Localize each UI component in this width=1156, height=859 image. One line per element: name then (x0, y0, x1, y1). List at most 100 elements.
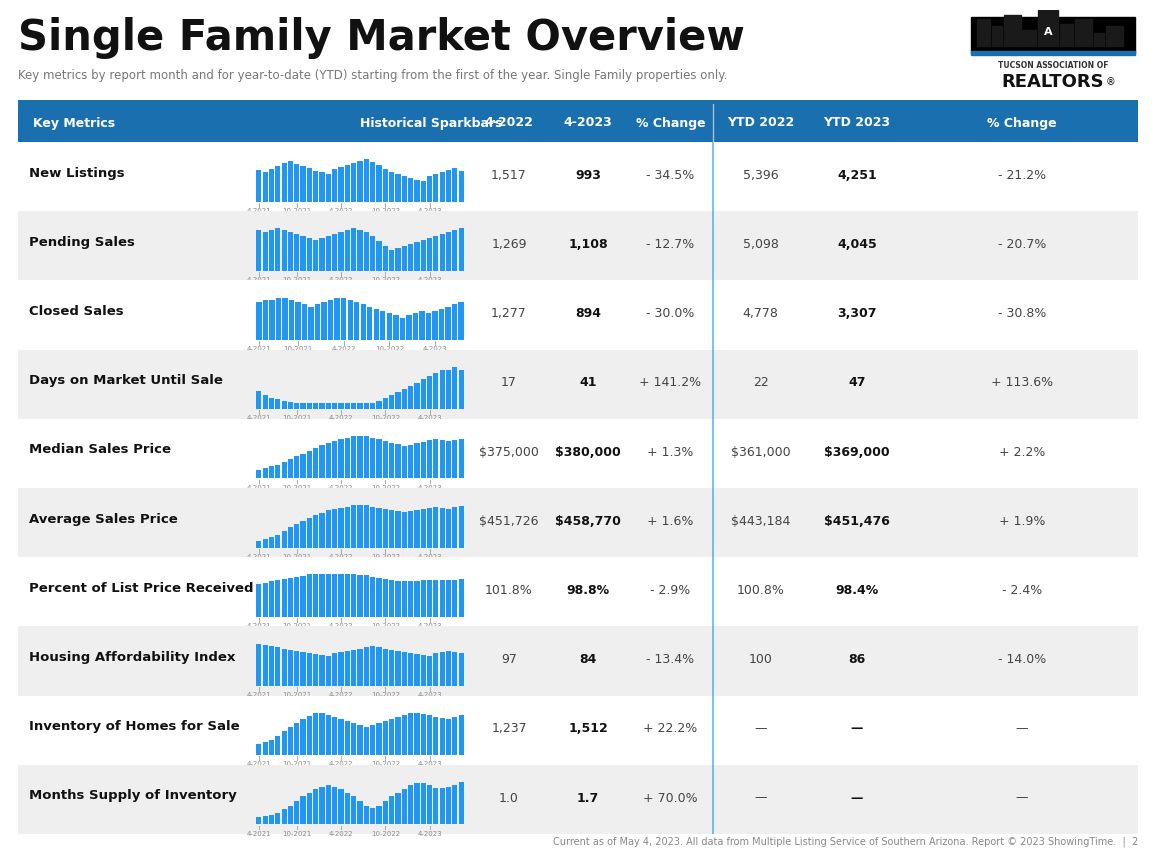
Bar (319, 445, 325, 478)
Bar (459, 171, 464, 202)
Bar (313, 241, 318, 271)
Bar (357, 575, 363, 617)
Bar (339, 233, 343, 271)
Bar (344, 166, 350, 202)
Bar (401, 247, 407, 271)
Bar (306, 716, 312, 755)
Bar (275, 535, 281, 547)
Text: 1.7: 1.7 (577, 791, 599, 805)
Bar (427, 440, 432, 478)
Bar (439, 508, 445, 547)
Bar (357, 649, 363, 686)
Bar (393, 315, 399, 340)
Bar (326, 442, 331, 478)
Bar (301, 454, 305, 478)
Bar (427, 238, 432, 271)
Bar (971, 17, 1134, 53)
Bar (257, 470, 261, 478)
Bar (275, 228, 281, 271)
Bar (377, 439, 381, 478)
Bar (414, 443, 420, 478)
Bar (395, 392, 400, 409)
Text: $375,000: $375,000 (479, 446, 539, 459)
Text: 10-2021: 10-2021 (283, 346, 312, 352)
Bar (421, 181, 425, 202)
Bar (357, 230, 363, 271)
Text: - 34.5%: - 34.5% (646, 168, 695, 182)
Text: 1,269: 1,269 (491, 238, 527, 251)
Text: Inventory of Homes for Sale: Inventory of Homes for Sale (29, 720, 239, 734)
Text: + 1.6%: + 1.6% (647, 515, 694, 527)
Bar (262, 582, 268, 617)
Text: $369,000: $369,000 (824, 446, 890, 459)
Bar (370, 725, 376, 755)
Bar (395, 651, 400, 686)
Text: 4-2022: 4-2022 (328, 623, 354, 629)
Bar (368, 307, 372, 340)
Bar (364, 576, 369, 617)
Text: ®: ® (1106, 77, 1116, 87)
Bar (1105, 27, 1122, 46)
Bar (301, 719, 305, 755)
Text: 10-2021: 10-2021 (282, 623, 311, 629)
Bar (288, 161, 292, 202)
Text: % Change: % Change (636, 117, 705, 130)
Text: 4-2022: 4-2022 (328, 692, 354, 698)
Text: Key Metrics: Key Metrics (34, 117, 116, 130)
Text: 10-2022: 10-2022 (371, 416, 400, 422)
Bar (459, 653, 464, 686)
Bar (339, 575, 343, 617)
Bar (377, 166, 381, 202)
Bar (326, 174, 331, 202)
Bar (306, 168, 312, 202)
Text: 97: 97 (501, 653, 517, 666)
Bar (357, 801, 363, 825)
Text: 4,045: 4,045 (837, 238, 877, 251)
Bar (434, 174, 438, 202)
Bar (269, 398, 274, 409)
Bar (370, 646, 376, 686)
Bar (459, 439, 464, 478)
Bar (351, 723, 356, 755)
Bar (326, 785, 331, 825)
Text: 4-2022: 4-2022 (328, 208, 354, 214)
Bar (339, 652, 343, 686)
Text: 10-2021: 10-2021 (282, 277, 311, 283)
Text: 10-2021: 10-2021 (282, 831, 311, 837)
Text: 98.8%: 98.8% (566, 584, 609, 597)
Bar (341, 298, 347, 340)
Bar (383, 509, 388, 547)
Bar (421, 783, 425, 825)
Text: 4-2022: 4-2022 (328, 554, 354, 560)
Bar (364, 806, 369, 825)
Bar (282, 579, 287, 617)
Text: - 14.0%: - 14.0% (998, 653, 1046, 666)
Text: Key metrics by report month and for year-to-date (YTD) starting from the first o: Key metrics by report month and for year… (18, 69, 727, 82)
Text: 4-2021: 4-2021 (246, 623, 272, 629)
Bar (446, 787, 451, 825)
Bar (357, 505, 363, 547)
Bar (294, 456, 299, 478)
Bar (377, 401, 381, 409)
Bar (434, 508, 438, 547)
Bar (339, 439, 343, 478)
Bar (326, 403, 331, 409)
Bar (306, 451, 312, 478)
Bar (339, 789, 343, 825)
Bar (351, 505, 356, 547)
Bar (269, 466, 274, 478)
Bar (313, 575, 318, 617)
Text: 4-2021: 4-2021 (246, 277, 272, 283)
Bar (296, 302, 301, 340)
Bar (408, 511, 413, 547)
Bar (269, 537, 274, 547)
Bar (257, 643, 261, 686)
Bar (383, 398, 388, 409)
Bar (446, 170, 451, 202)
Bar (282, 163, 287, 202)
Bar (257, 392, 261, 409)
Bar (408, 582, 413, 617)
Bar (282, 401, 287, 409)
Bar (332, 787, 338, 825)
Bar (269, 300, 275, 340)
